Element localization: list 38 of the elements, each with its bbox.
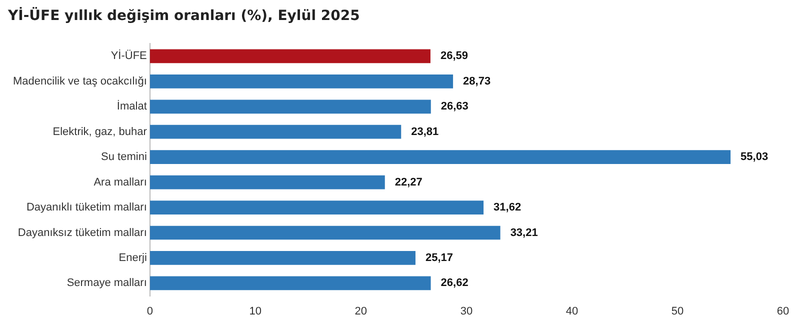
bar bbox=[150, 150, 731, 164]
x-tick-label: 20 bbox=[354, 305, 368, 318]
y-tick-label: Enerji bbox=[118, 252, 147, 264]
bar bbox=[150, 124, 402, 139]
data-label: 28,73 bbox=[463, 75, 491, 88]
x-tick-label: 40 bbox=[566, 305, 578, 318]
y-tick-label: Yİ-ÜFE bbox=[110, 49, 147, 62]
data-label: 33,21 bbox=[510, 226, 538, 239]
data-label: 26,62 bbox=[440, 277, 468, 290]
y-tick-label: Ara malları bbox=[94, 176, 147, 188]
bar bbox=[150, 100, 431, 114]
y-tick-label: Dayanıksız tüketim malları bbox=[18, 226, 147, 239]
data-label: 23,81 bbox=[411, 126, 439, 138]
y-tick-label: Dayanıklı tüketim malları bbox=[26, 202, 147, 214]
y-tick-label: Madencilik ve taş ocakcılığı bbox=[13, 75, 147, 88]
bar bbox=[150, 200, 484, 214]
data-label: 22,27 bbox=[394, 176, 422, 188]
x-tick-label: 50 bbox=[671, 305, 684, 318]
y-tick-label: Sermaye malları bbox=[66, 277, 147, 290]
data-label: 26,63 bbox=[440, 100, 468, 113]
chart-title: Yİ-ÜFE yıllık değişim oranları (%), Eylül 2025 bbox=[8, 8, 360, 24]
bar bbox=[150, 276, 431, 290]
y-tick-label: Su temini bbox=[101, 151, 147, 164]
data-label: 26,59 bbox=[440, 50, 468, 62]
x-tick-label: 30 bbox=[460, 305, 473, 318]
data-label: 55,03 bbox=[740, 151, 768, 164]
bar bbox=[150, 226, 500, 240]
bar bbox=[150, 74, 454, 88]
y-tick-label: Elektrik, gaz, buhar bbox=[52, 126, 148, 138]
x-tick-label: 10 bbox=[249, 305, 262, 318]
bar bbox=[150, 49, 430, 64]
y-tick-label: İmalat bbox=[116, 100, 147, 113]
data-label: 25,17 bbox=[425, 252, 454, 264]
bar bbox=[150, 175, 385, 190]
x-tick-label: 60 bbox=[776, 305, 790, 318]
data-label: 31,62 bbox=[494, 202, 522, 214]
x-tick-label: 0 bbox=[146, 305, 153, 318]
bar bbox=[150, 251, 416, 265]
